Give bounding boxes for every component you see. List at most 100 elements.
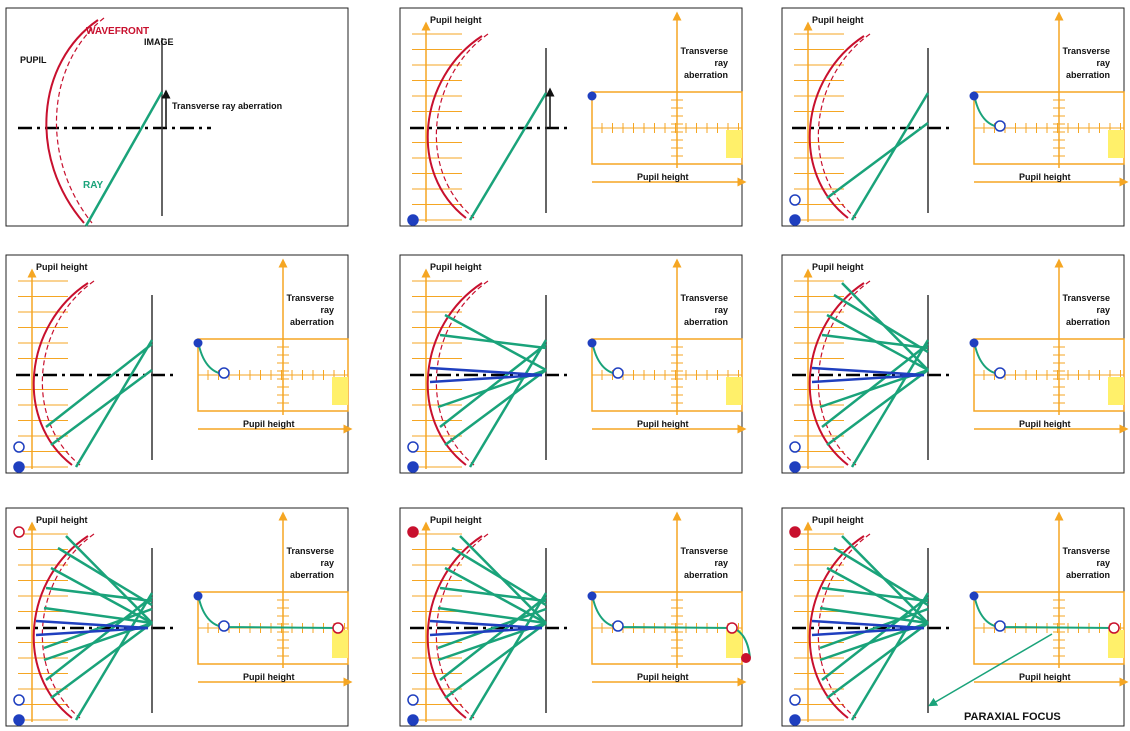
wavefront-arc bbox=[55, 17, 105, 224]
pupil-height-label: Pupil height bbox=[430, 15, 482, 25]
plot-marker-open bbox=[994, 367, 1006, 379]
pupil-height-plot-label: Pupil height bbox=[637, 672, 689, 682]
ray-line bbox=[444, 621, 547, 700]
tra-label-line2: ray bbox=[320, 558, 334, 568]
pupil-height-label: Pupil height bbox=[36, 262, 88, 272]
paraxial-focus-label: PARAXIAL FOCUS bbox=[964, 711, 1061, 723]
ray-line bbox=[50, 368, 153, 447]
ray-line bbox=[444, 368, 547, 447]
plot-marker-red-open bbox=[1108, 622, 1120, 634]
plot-marker-top bbox=[587, 591, 597, 601]
plot-marker-top bbox=[587, 338, 597, 348]
ray-line bbox=[826, 368, 929, 447]
highlight-region bbox=[726, 630, 742, 658]
ray-line bbox=[819, 606, 929, 625]
open-pupil-marker bbox=[407, 441, 419, 453]
tra-label-line2: ray bbox=[714, 558, 728, 568]
panel-frame bbox=[5, 7, 349, 227]
bottom-pupil-marker bbox=[407, 214, 419, 226]
ray-line bbox=[826, 621, 929, 700]
tra-label-line3: aberration bbox=[290, 317, 334, 327]
paraxial-ray bbox=[429, 373, 543, 384]
open-pupil-marker bbox=[789, 694, 801, 706]
ray-line bbox=[826, 121, 929, 200]
panel-3: Pupil height Transverse ray aberration Pupil… bbox=[781, 7, 1129, 227]
pupil-height-label: Pupil height bbox=[430, 262, 482, 272]
tra-label-line1: Transverse bbox=[680, 46, 728, 56]
ray-line bbox=[43, 607, 153, 650]
ray-line bbox=[439, 343, 547, 428]
pupil-label: PUPIL bbox=[20, 55, 47, 65]
pupil-height-plot-label: Pupil height bbox=[637, 419, 689, 429]
tra-label-line1: Transverse bbox=[680, 546, 728, 556]
ray-line bbox=[459, 535, 547, 624]
tra-label-line3: aberration bbox=[290, 570, 334, 580]
panel-9: Pupil height Transverse ray aberration Pupil… bbox=[781, 507, 1129, 727]
plot-marker-open bbox=[994, 120, 1006, 132]
plot-marker-top bbox=[193, 591, 203, 601]
pupil-arc bbox=[808, 35, 865, 219]
plot-marker-open bbox=[612, 367, 624, 379]
highlight-region bbox=[1108, 130, 1124, 158]
tra-label-line3: aberration bbox=[684, 570, 728, 580]
wavefront-arc bbox=[817, 533, 871, 719]
paraxial-ray bbox=[35, 626, 149, 637]
pupil-arc bbox=[426, 282, 483, 466]
tra-label-line2: ray bbox=[1096, 305, 1110, 315]
paraxial-ray bbox=[35, 619, 149, 630]
highlight-region bbox=[1108, 630, 1124, 658]
tra-label-line1: Transverse bbox=[680, 293, 728, 303]
wavefront-label: WAVEFRONT bbox=[86, 26, 149, 37]
plot-marker-top bbox=[969, 591, 979, 601]
paraxial-ray bbox=[811, 626, 925, 637]
tra-label-line2: ray bbox=[1096, 58, 1110, 68]
plot-marker-open bbox=[994, 620, 1006, 632]
panel-4: Pupil height Transverse ray aberration Pupil… bbox=[5, 254, 353, 474]
ray-line bbox=[444, 313, 547, 372]
image-label: IMAGE bbox=[144, 37, 174, 47]
tra-label-line2: ray bbox=[320, 305, 334, 315]
plot-marker-top bbox=[193, 338, 203, 348]
panel-7: Pupil height Transverse ray aberration Pupil… bbox=[5, 507, 353, 727]
open-pupil-marker bbox=[13, 694, 25, 706]
ray-line bbox=[819, 607, 929, 650]
ray-line bbox=[74, 339, 154, 468]
tra-label-line1: Transverse bbox=[286, 293, 334, 303]
pupil-height-plot-label: Pupil height bbox=[1019, 672, 1071, 682]
wavefront-arc bbox=[41, 533, 95, 719]
plot-marker-top bbox=[969, 91, 979, 101]
top-pupil-marker bbox=[13, 526, 25, 538]
tra-label-line3: aberration bbox=[1066, 317, 1110, 327]
ray-line bbox=[439, 596, 547, 681]
transverse-ray-aberration-label: Transverse ray aberration bbox=[172, 101, 282, 111]
aberration-curve bbox=[591, 593, 751, 659]
plot-marker-red-open bbox=[332, 622, 344, 634]
tra-label-line1: Transverse bbox=[1062, 293, 1110, 303]
bottom-pupil-marker bbox=[13, 461, 25, 473]
tra-label-line3: aberration bbox=[684, 70, 728, 80]
highlight-region bbox=[332, 377, 348, 405]
plot-marker-red-filled bbox=[741, 653, 751, 663]
top-pupil-marker bbox=[789, 526, 801, 538]
ray-line bbox=[43, 606, 153, 625]
pupil-height-label: Pupil height bbox=[36, 515, 88, 525]
ray-line bbox=[821, 343, 929, 428]
paraxial-ray bbox=[811, 373, 925, 384]
tra-label-line1: Transverse bbox=[1062, 546, 1110, 556]
pupil-height-label: Pupil height bbox=[812, 15, 864, 25]
plot-marker-open bbox=[218, 367, 230, 379]
open-pupil-marker bbox=[407, 694, 419, 706]
tra-label-line2: ray bbox=[714, 58, 728, 68]
panel-8: Pupil height Transverse ray aberration Pupil… bbox=[399, 507, 751, 727]
pupil-height-label: Pupil height bbox=[430, 515, 482, 525]
pupil-arc bbox=[32, 282, 89, 466]
ray-line bbox=[65, 535, 153, 624]
paraxial-ray bbox=[811, 619, 925, 630]
pupil-height-plot-label: Pupil height bbox=[637, 172, 689, 182]
bottom-pupil-marker bbox=[407, 714, 419, 726]
wavefront-arc bbox=[817, 280, 871, 466]
tra-label-line2: ray bbox=[1096, 558, 1110, 568]
ray-line bbox=[850, 92, 930, 221]
open-pupil-marker bbox=[789, 194, 801, 206]
panel-1: WAVEFRONT PUPIL IMAGE Transverse ray aberra… bbox=[5, 7, 349, 227]
